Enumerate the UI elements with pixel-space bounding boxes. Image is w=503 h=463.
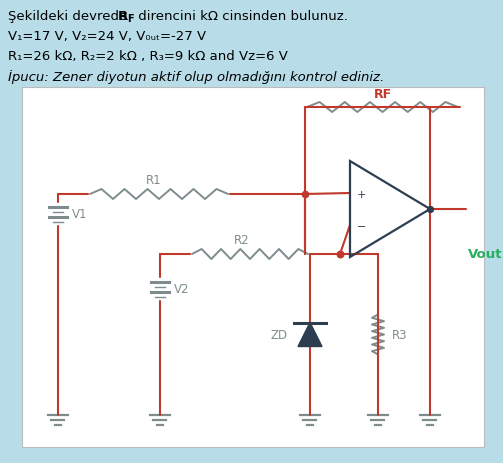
Text: R3: R3 [392, 328, 407, 341]
Text: V2: V2 [174, 283, 190, 296]
Text: R: R [118, 10, 128, 23]
Text: R2: R2 [234, 234, 250, 247]
Text: V1: V1 [72, 208, 88, 221]
Text: F: F [127, 14, 134, 24]
Polygon shape [298, 323, 322, 347]
Text: İpucu: Zener diyotun aktif olup olmadığını kontrol ediniz.: İpucu: Zener diyotun aktif olup olmadığı… [8, 70, 384, 84]
Text: ZD: ZD [271, 328, 288, 341]
Text: Vout: Vout [468, 248, 502, 261]
Text: R₁=26 kΩ, R₂=2 kΩ , R₃=9 kΩ and Vz=6 V: R₁=26 kΩ, R₂=2 kΩ , R₃=9 kΩ and Vz=6 V [8, 50, 288, 63]
Text: R1: R1 [146, 174, 162, 187]
Text: V₁=17 V, V₂=24 V, V₀ᵤₜ=-27 V: V₁=17 V, V₂=24 V, V₀ᵤₜ=-27 V [8, 30, 206, 43]
Text: direncini kΩ cinsinden bulunuz.: direncini kΩ cinsinden bulunuz. [134, 10, 348, 23]
Text: +: + [357, 189, 366, 200]
Bar [22, 88, 484, 447]
Text: Şekildeki devrede: Şekildeki devrede [8, 10, 131, 23]
Text: RF: RF [373, 88, 391, 100]
Text: −: − [357, 221, 366, 232]
